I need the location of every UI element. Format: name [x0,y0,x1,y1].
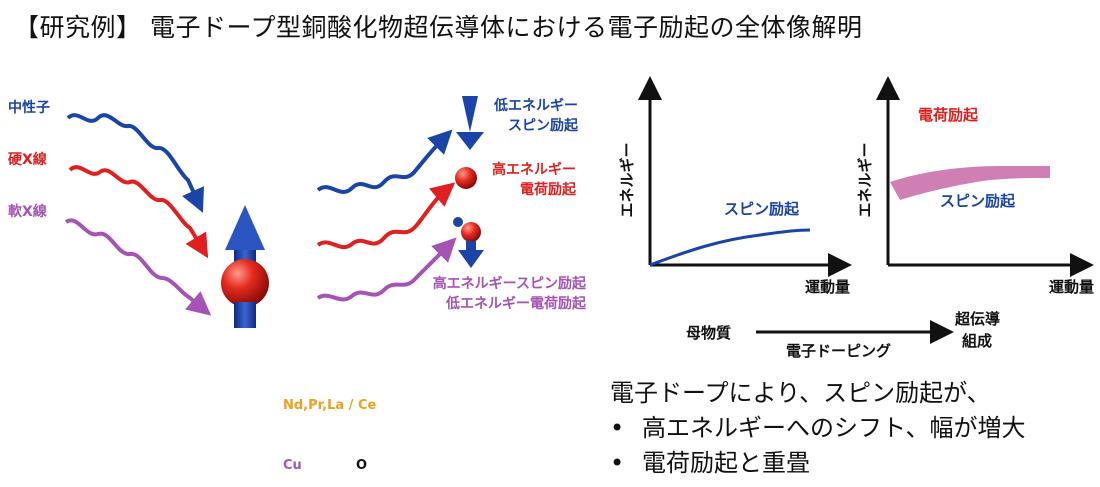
doping-arrow-label: 電子ドーピング [786,342,891,360]
legend-cu: Cu [283,458,302,473]
incoming-wave-neutron [66,113,204,213]
graph-left-curve-label: スピン励起 [724,200,800,218]
summary-bullet-1: • 高エネルギーへのシフト、幅が増大 [610,411,1026,446]
outgoing-wave-neutron [316,129,453,194]
summary-bullet-2: • 電荷励起と重畳 [610,446,1026,481]
summary-bullet-2-text: 電荷励起と重畳 [642,449,810,477]
bullet-marker: • [610,414,625,442]
graph-right-ylabel: エネルギー [856,142,874,217]
legend-o: O [356,458,367,473]
label-low-spin-2: スピン励起 [508,117,579,134]
graph-left-ylabel: エネルギー [618,142,636,217]
summary-lead: 電子ドープにより、スピン励起が、 [610,379,991,407]
doping-end-label-2: 組成 [962,332,992,350]
doping-axis: 母物質 電子ドーピング 超伝導 組成 [686,310,1000,360]
probe-label-neutron: 中性子 [8,99,50,116]
incoming-wave-hard-xray [68,165,209,259]
graph-left-xlabel: 運動量 [805,278,850,296]
spin-excitation-arrow [456,96,484,150]
doping-start-label: 母物質 [686,324,731,342]
page-title: 【研究例】 電子ドープ型銅酸化物超伝導体における電子励起の全体像解明 [14,13,863,42]
label-high-charge-1: 高エネルギー [492,161,576,178]
probe-label-soft-xray: 軟X線 [8,203,47,220]
incoming-wave-soft-xray [64,218,212,316]
outgoing-wave-soft-xray [316,237,457,302]
probe-label-hard-xray: 硬X線 [8,151,47,168]
summary-bullet-1-text: 高エネルギーへのシフト、幅が増大 [642,414,1026,442]
graph-left: エネルギー 運動量 スピン励起 [618,76,852,296]
label-mixed-2: 低エネルギー電荷励起 [445,295,587,312]
graph-right-xlabel: 運動量 [1049,278,1094,296]
legend-nd-site: Nd,Pr,La / Ce [283,398,376,413]
charge-excitation-sphere [455,167,477,189]
label-low-spin-1: 低エネルギー [493,97,578,114]
graph-right-top-label: 電荷励起 [918,106,979,124]
bullet-marker: • [610,449,625,477]
label-high-charge-2: 電荷励起 [520,181,577,198]
graph-left-spin-curve [649,228,811,267]
graph-right-spin-band [890,166,1050,200]
summary-block: 電子ドープにより、スピン励起が、 • 高エネルギーへのシフト、幅が増大 • 電荷励起… [610,376,1026,481]
graph-right: エネルギー 運動量 スピン励起 電荷励起 [856,76,1094,296]
outgoing-wave-hard-xray [316,182,456,250]
mixed-excitation-atom [453,217,484,268]
doping-end-label-1: 超伝導 [954,310,1000,328]
label-mixed-1: 高エネルギースピン励起 [433,275,587,292]
central-atom [221,205,269,328]
graph-right-curve-label: スピン励起 [940,192,1016,210]
